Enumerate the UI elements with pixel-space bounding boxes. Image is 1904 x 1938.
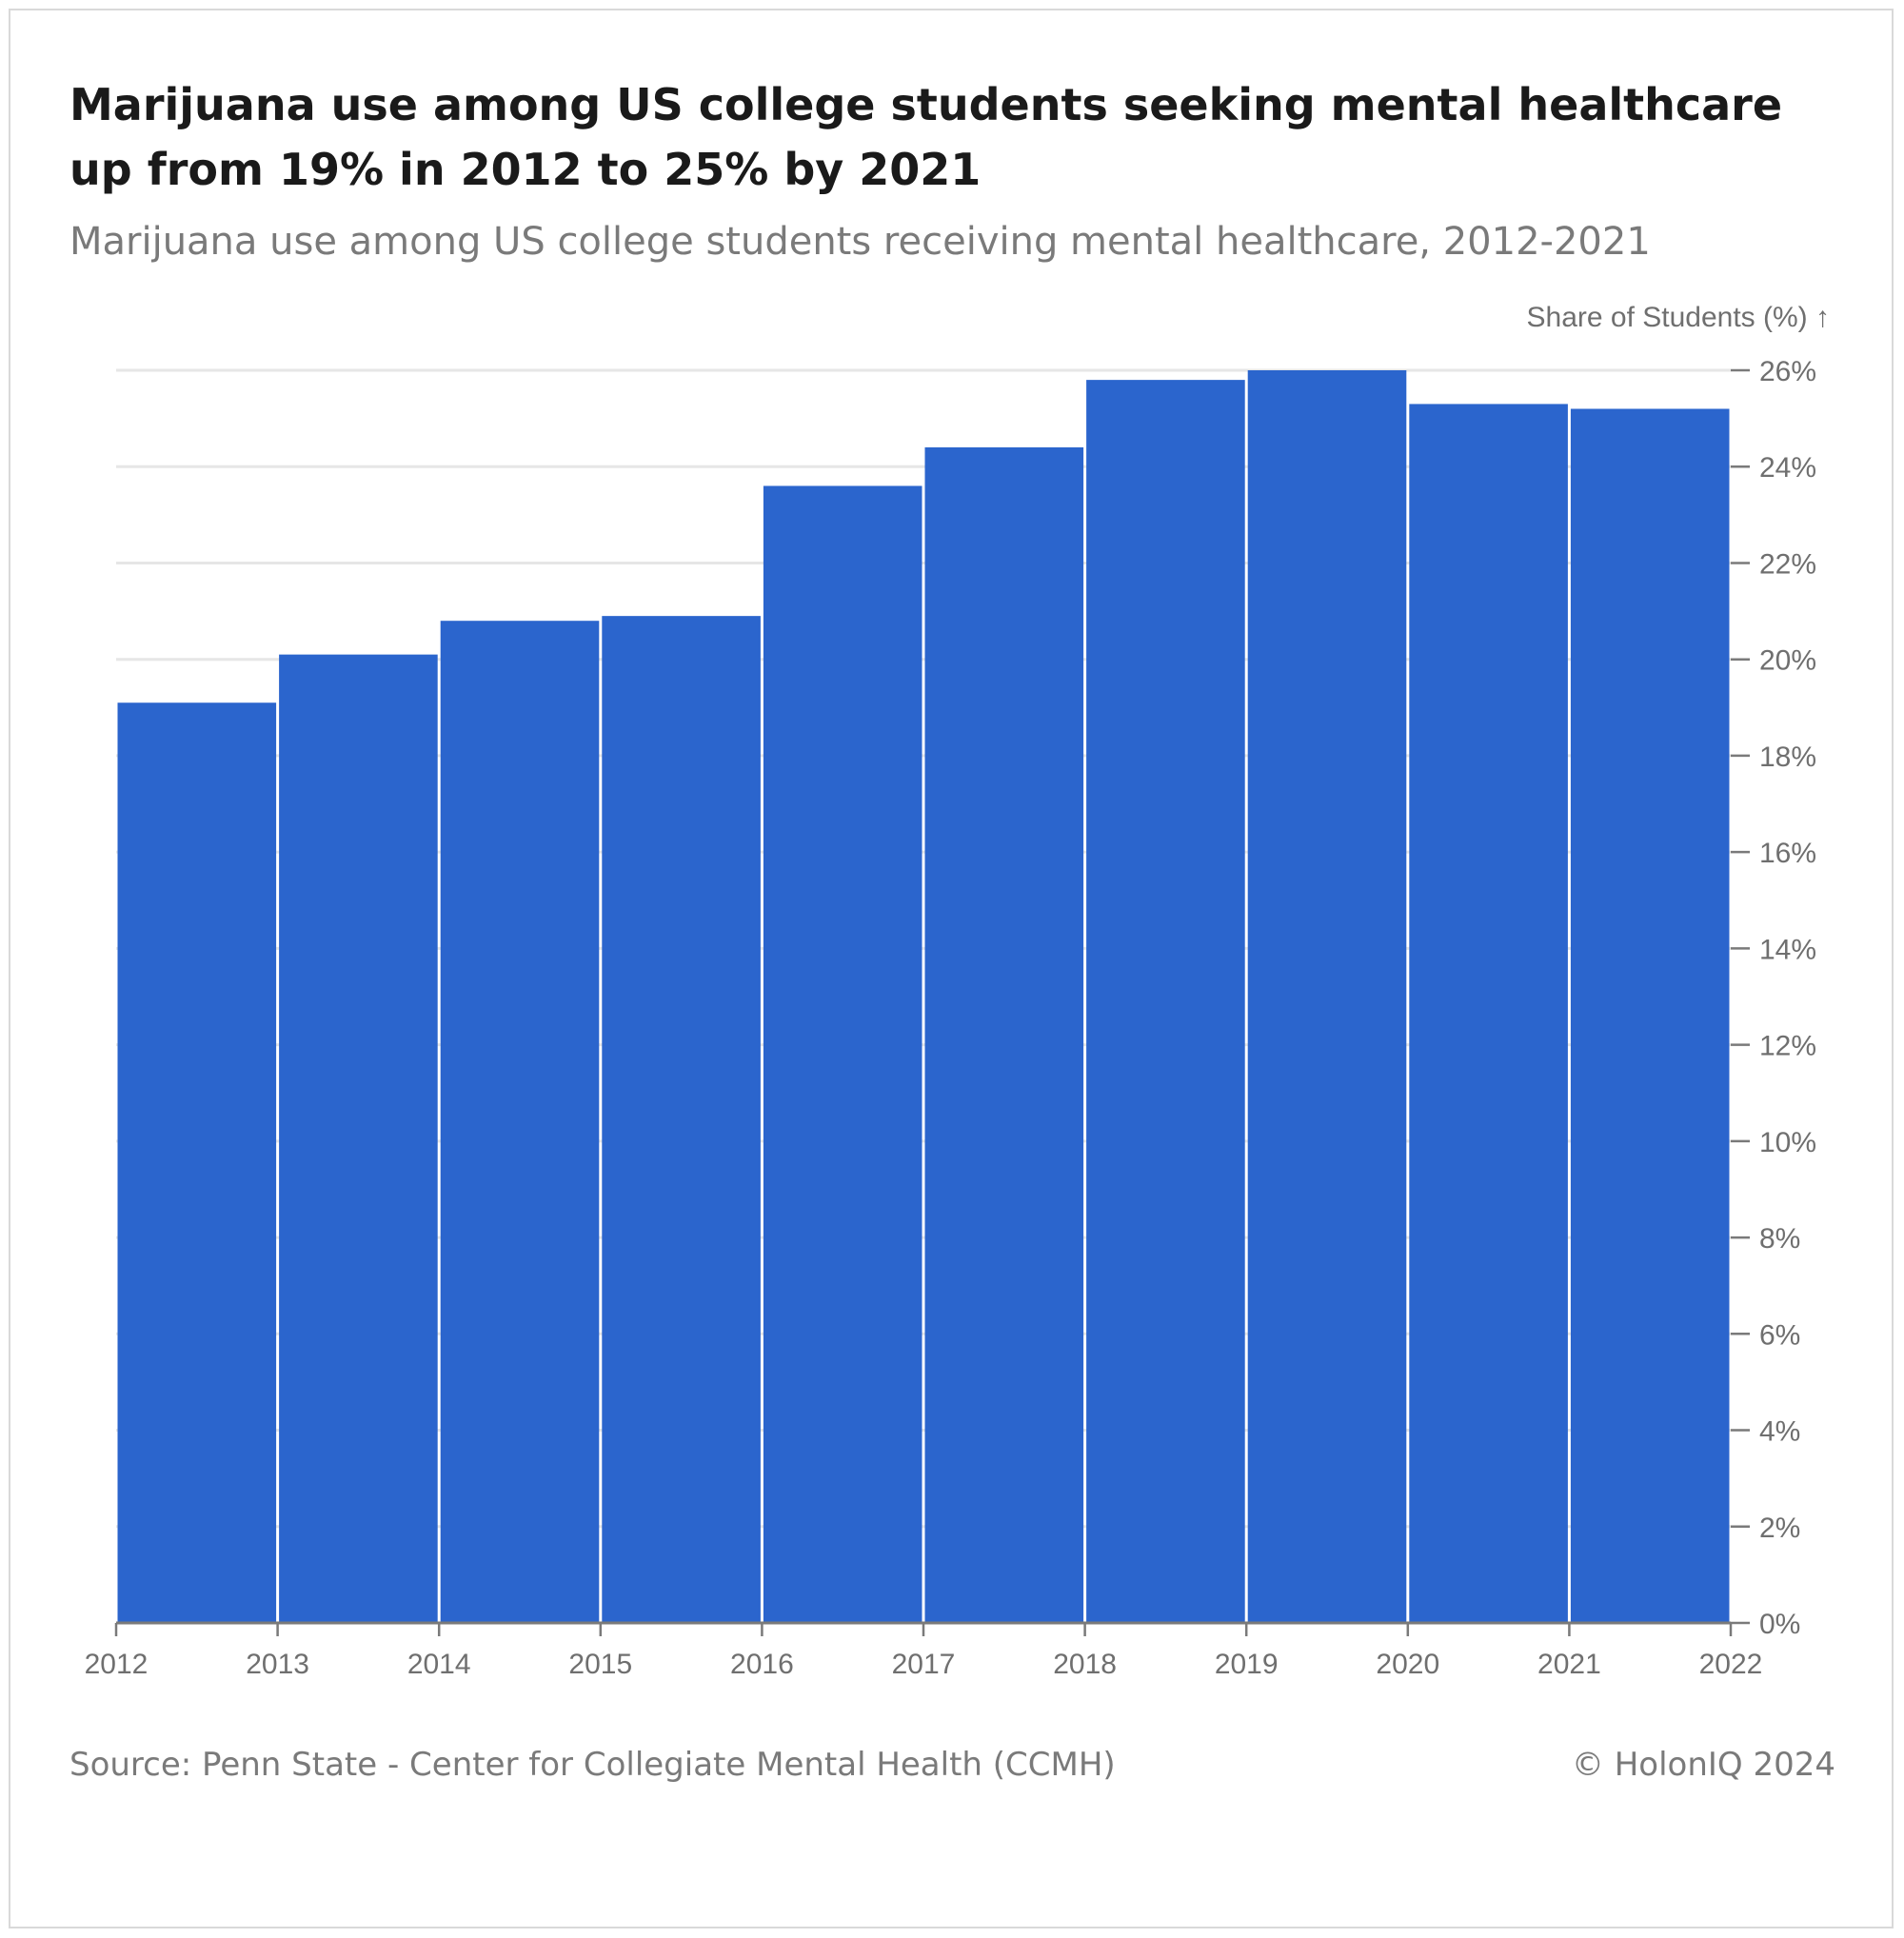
bar-2014 — [440, 621, 600, 1624]
bar-chart: 2012 2013 2014 2015 2016 2017 2018 2019 2020 2021… — [85, 302, 1831, 1680]
x-tick-label-9: 2021 — [1537, 1649, 1601, 1680]
bar-2015 — [602, 616, 761, 1624]
x-tick-label-8: 2020 — [1376, 1649, 1439, 1680]
y-tick-label-6: 12% — [1759, 1031, 1816, 1062]
bar-2017 — [924, 446, 1084, 1623]
y-tick-label-1: 2% — [1759, 1513, 1800, 1544]
x-tick-label-7: 2019 — [1215, 1649, 1279, 1680]
bar-2012 — [117, 702, 277, 1623]
y-tick-label-3: 6% — [1759, 1319, 1800, 1351]
y-tick-label-4: 8% — [1759, 1223, 1800, 1255]
bar-2020 — [1409, 404, 1568, 1623]
bar-2016 — [763, 485, 922, 1623]
x-tick-label-5: 2017 — [892, 1649, 956, 1680]
x-tick-label-0: 2012 — [85, 1649, 149, 1680]
x-tick-label-10: 2022 — [1699, 1649, 1763, 1680]
bar-2018 — [1086, 380, 1245, 1624]
bar-2013 — [279, 654, 438, 1623]
x-tick-label-3: 2015 — [568, 1649, 632, 1680]
chart-title: Marijuana use among US college students … — [69, 79, 1783, 195]
bar-2021 — [1570, 408, 1730, 1623]
x-tick-label-6: 2018 — [1053, 1649, 1117, 1680]
y-tick-label-13: 26% — [1759, 356, 1816, 387]
bar-2019 — [1247, 370, 1407, 1623]
source-note: Source: Penn State - Center for Collegia… — [69, 1746, 1116, 1784]
y-tick-label-8: 16% — [1759, 838, 1816, 869]
y-axis-label: Share of Students (%) ↑ — [1527, 302, 1831, 333]
copyright-note: © HolonIQ 2024 — [1571, 1746, 1835, 1784]
y-tick-label-9: 18% — [1759, 742, 1816, 773]
x-tick-label-2: 2014 — [407, 1649, 471, 1680]
x-tick-label-4: 2016 — [730, 1649, 794, 1680]
x-tick-label-1: 2013 — [246, 1649, 309, 1680]
y-tick-label-0: 0% — [1759, 1609, 1800, 1640]
y-tick-label-12: 24% — [1759, 452, 1816, 484]
y-tick-label-2: 4% — [1759, 1416, 1800, 1448]
y-tick-label-11: 22% — [1759, 548, 1816, 580]
y-tick-label-5: 10% — [1759, 1127, 1816, 1158]
y-tick-label-10: 20% — [1759, 645, 1816, 677]
chart-subtitle: Marijuana use among US college students … — [69, 220, 1651, 264]
y-tick-label-7: 14% — [1759, 934, 1816, 965]
